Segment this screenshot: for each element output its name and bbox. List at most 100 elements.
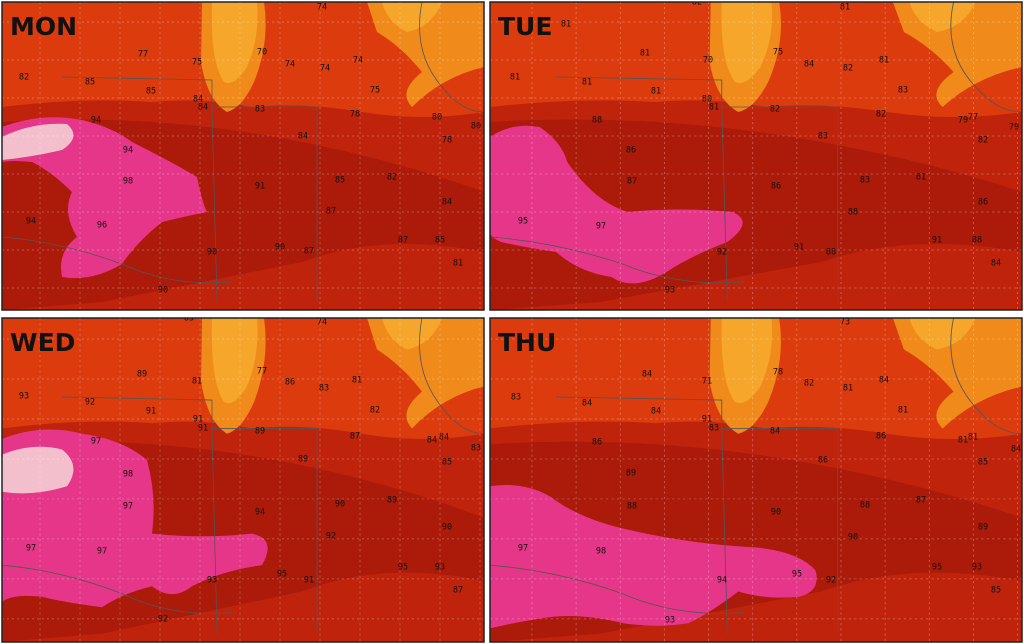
terrain — [2, 2, 484, 310]
temperature-label: 81 — [916, 173, 926, 183]
day-label: MON — [10, 12, 77, 41]
day-label: WED — [10, 328, 75, 357]
temperature-label: 83 — [319, 384, 329, 394]
temperature-label: 88 — [860, 501, 870, 511]
temperature-label: 89 — [137, 370, 147, 380]
temperature-label: 81 — [453, 259, 463, 269]
temperature-label: 71 — [702, 377, 712, 387]
temperature-label: 96 — [97, 221, 107, 231]
temperature-label: 83 — [471, 444, 481, 454]
temperature-label: 83 — [860, 176, 870, 186]
temperature-label: 92 — [717, 248, 727, 258]
extreme-core — [2, 123, 74, 160]
temperature-label: 87 — [326, 207, 336, 217]
temperature-label: 84 — [879, 376, 889, 386]
temperature-label: 90 — [771, 508, 781, 518]
temperature-label: 84 — [582, 399, 592, 409]
temperature-label: 83 — [709, 424, 719, 434]
temperature-label: 83 — [818, 132, 828, 142]
temperature-label: 89 — [626, 469, 636, 479]
terrain — [490, 2, 1022, 310]
borders — [2, 2, 484, 303]
borders — [490, 2, 1022, 303]
temperature-label: 93 — [972, 563, 982, 573]
temperature-label: 97 — [97, 547, 107, 557]
temperature-label: 81 — [192, 377, 202, 387]
temperature-label: 82 — [370, 406, 380, 416]
temperature-label: 80 — [471, 122, 481, 132]
temperature-label: 78 — [773, 368, 783, 378]
ne-core — [382, 2, 442, 32]
temperature-label: 81 — [709, 103, 719, 113]
ne-core — [382, 318, 442, 350]
temperature-label: 88 — [848, 208, 858, 218]
ne-core — [909, 2, 976, 32]
temperature-label: 81 — [561, 20, 571, 30]
lake-core — [721, 2, 773, 83]
temperature-label: 81 — [968, 433, 978, 443]
temperature-label: 81 — [651, 87, 661, 97]
temperature-label: 73 — [840, 318, 850, 328]
lake-core — [211, 2, 258, 83]
temperature-label: 85 — [442, 458, 452, 468]
temperature-label: 80 — [702, 95, 712, 105]
ne-core — [909, 318, 976, 350]
temperature-label: 84 — [439, 433, 449, 443]
panel-border — [1, 317, 485, 643]
temperature-label: 89 — [387, 496, 397, 506]
temperature-label: 88 — [627, 502, 637, 512]
temperature-label: 82 — [804, 379, 814, 389]
temperature-label: 89 — [255, 427, 265, 437]
temperature-label: 92 — [158, 615, 168, 625]
temperature-label: 82 — [19, 73, 29, 83]
ne-warm — [367, 318, 484, 429]
temperature-label: 91 — [702, 415, 712, 425]
temperature-label: 81 — [352, 376, 362, 386]
temperature-label: 87 — [398, 236, 408, 246]
temperature-label: 85 — [991, 586, 1001, 596]
temperature-label: 92 — [326, 532, 336, 542]
temperature-label: 94 — [91, 116, 101, 126]
temperature-label: 74 — [353, 56, 363, 66]
temperature-label: 87 — [304, 247, 314, 257]
temperature-label: 78 — [442, 136, 452, 146]
extreme-heat — [2, 117, 207, 279]
temperature-label: 98 — [596, 547, 606, 557]
temperature-label: 91 — [198, 424, 208, 434]
temperature-label: 85 — [146, 87, 156, 97]
temperature-label: 77 — [257, 367, 267, 377]
temperature-label: 97 — [518, 544, 528, 554]
temperature-label: 81 — [510, 73, 520, 83]
temperature-label: 92 — [826, 576, 836, 586]
temperature-label: 77 — [138, 50, 148, 60]
temperature-label: 74 — [317, 318, 327, 328]
temperature-label: 81 — [843, 384, 853, 394]
temperature-label: 79 — [958, 116, 968, 126]
temperature-label: 74 — [285, 60, 295, 70]
temperature-label: 82 — [843, 64, 853, 74]
temperature-label: 70 — [703, 56, 713, 66]
temperature-label: 94 — [123, 146, 133, 156]
temperature-label: 94 — [255, 508, 265, 518]
temperature-label: 94 — [717, 576, 727, 586]
temperature-label: 97 — [91, 437, 101, 447]
temperature-label: 88 — [826, 248, 836, 258]
temperature-label: 86 — [626, 146, 636, 156]
borders — [2, 318, 484, 634]
temperature-label: 91 — [255, 182, 265, 192]
temperature-label: 70 — [257, 48, 267, 58]
temperature-label: 85 — [85, 78, 95, 88]
day-label: THU — [498, 328, 556, 357]
temperature-label: 95 — [932, 563, 942, 573]
temperature-label: 78 — [350, 110, 360, 120]
extreme-core — [2, 446, 74, 494]
temperature-label: 86 — [285, 378, 295, 388]
temperature-label: 93 — [207, 576, 217, 586]
temperature-label: 75 — [773, 48, 783, 58]
temperature-label: 86 — [818, 456, 828, 466]
temperature-label: 93 — [665, 286, 675, 296]
